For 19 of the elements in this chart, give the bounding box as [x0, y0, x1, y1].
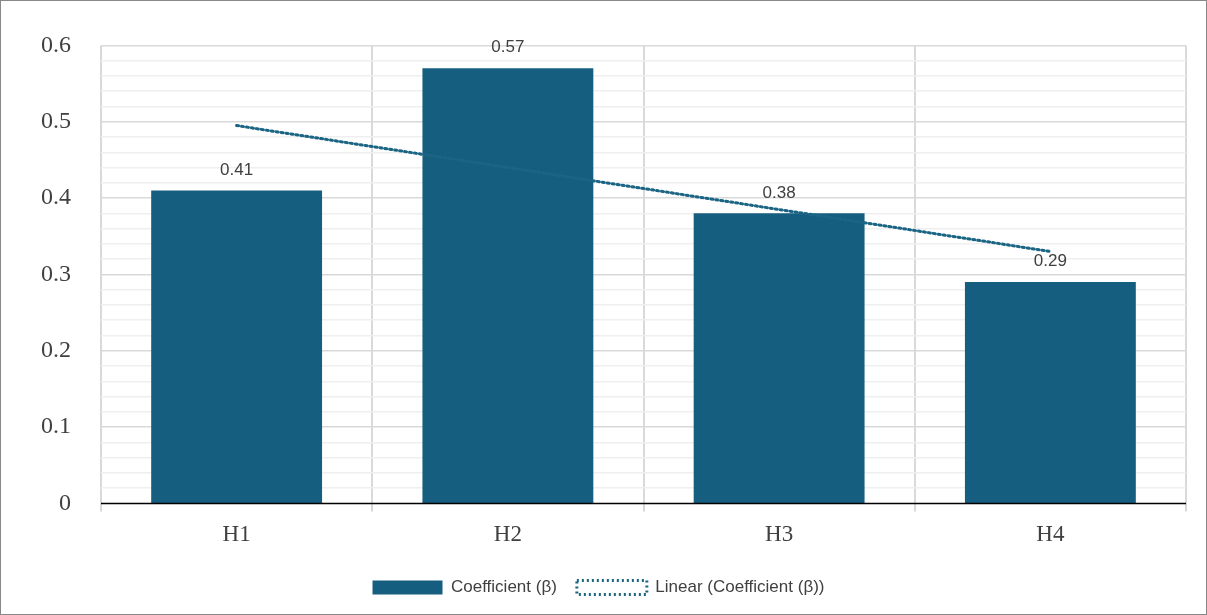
bar	[964, 282, 1136, 504]
y-tick-label: 0.1	[41, 412, 71, 439]
y-tick-label: 0	[59, 488, 71, 515]
y-tick-label: 0.3	[41, 259, 71, 286]
bar	[151, 190, 323, 504]
x-tick-label: H1	[222, 521, 251, 547]
y-tick-label: 0.2	[41, 336, 71, 363]
legend-label: Linear (Coefficient (β))	[655, 577, 825, 597]
y-tick-label: 0.5	[41, 107, 71, 134]
legend-label: Coefficient (β)	[451, 577, 557, 597]
x-tick-label: H2	[493, 521, 522, 547]
y-tick-label: 0.6	[41, 30, 71, 57]
text: 0.29	[1033, 251, 1067, 271]
y-tick-label: 0.4	[41, 183, 71, 210]
x-tick-label: H4	[1036, 521, 1065, 547]
text: 0.38	[762, 182, 796, 202]
x-tick-label: H3	[765, 521, 794, 547]
text: 0.41	[220, 159, 254, 179]
text: 0.57	[491, 37, 525, 57]
